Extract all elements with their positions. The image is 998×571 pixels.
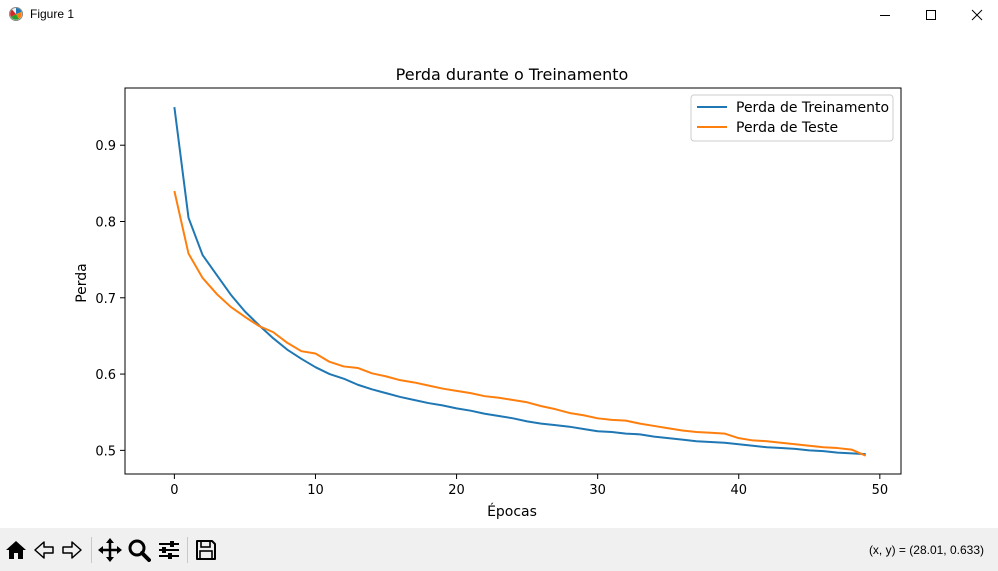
series-line-1: [173, 190, 867, 457]
y-tick-label: 0.9: [95, 139, 116, 154]
home-icon: [6, 541, 26, 559]
zoom-magnifier-icon: [128, 539, 151, 562]
save-button[interactable]: [194, 538, 218, 562]
maximize-button[interactable]: [908, 0, 954, 29]
figure-canvas[interactable]: Perda durante o Treinamento 0 10 20 30 40 50 …: [0, 29, 998, 528]
close-button[interactable]: [954, 0, 998, 29]
series-layer: [173, 106, 867, 457]
x-tick-label: 10: [307, 483, 324, 498]
axes-frame: [124, 87, 902, 475]
window-titlebar: Figure 1: [0, 0, 998, 29]
configure-subplots-icon: [159, 541, 179, 559]
save-floppy-icon: [196, 540, 216, 560]
forward-button[interactable]: [60, 538, 84, 562]
forward-arrow-icon: [62, 541, 82, 559]
x-axis-label: Épocas: [487, 503, 537, 520]
series-line-0: [173, 106, 866, 456]
pan-move-icon: [98, 538, 122, 562]
x-tick-label: 40: [730, 483, 747, 498]
y-axis: 0.5 0.6 0.7 0.8 0.9: [95, 139, 125, 459]
matplotlib-figure-icon: [9, 7, 23, 21]
home-button[interactable]: [4, 538, 28, 562]
minimize-button[interactable]: [862, 0, 908, 29]
maximize-icon: [926, 9, 936, 20]
zoom-button[interactable]: [127, 538, 151, 562]
legend-box: [690, 94, 894, 142]
y-tick-label: 0.5: [95, 444, 116, 459]
navigation-toolbar: (x, y) = (28.01, 0.633): [0, 528, 998, 571]
pan-button[interactable]: [98, 538, 122, 562]
back-arrow-icon: [34, 541, 54, 559]
close-icon: [971, 9, 983, 20]
x-tick-label: 50: [872, 483, 889, 498]
y-axis-label: Perda: [74, 263, 90, 303]
x-tick-label: 20: [448, 483, 465, 498]
back-button[interactable]: [32, 538, 56, 562]
configure-subplots-button[interactable]: [157, 538, 181, 562]
x-axis: 0 10 20 30 40 50: [170, 474, 888, 498]
y-tick-label: 0.6: [95, 368, 116, 383]
legend: Perda de Treinamento Perda de Teste: [690, 94, 894, 142]
minimize-icon: [880, 14, 890, 16]
legend-label-test: Perda de Teste: [736, 120, 838, 136]
window-title: Figure 1: [30, 7, 75, 21]
y-tick-label: 0.8: [95, 215, 116, 230]
cursor-coordinates: (x, y) = (28.01, 0.633): [868, 543, 984, 557]
toolbar-separator: [91, 537, 92, 563]
x-tick-label: 30: [589, 483, 606, 498]
y-tick-label: 0.7: [95, 292, 116, 307]
toolbar-separator: [187, 537, 188, 563]
legend-label-train: Perda de Treinamento: [736, 100, 889, 116]
x-tick-label: 0: [170, 483, 178, 498]
chart-title: Perda durante o Treinamento: [396, 65, 629, 84]
